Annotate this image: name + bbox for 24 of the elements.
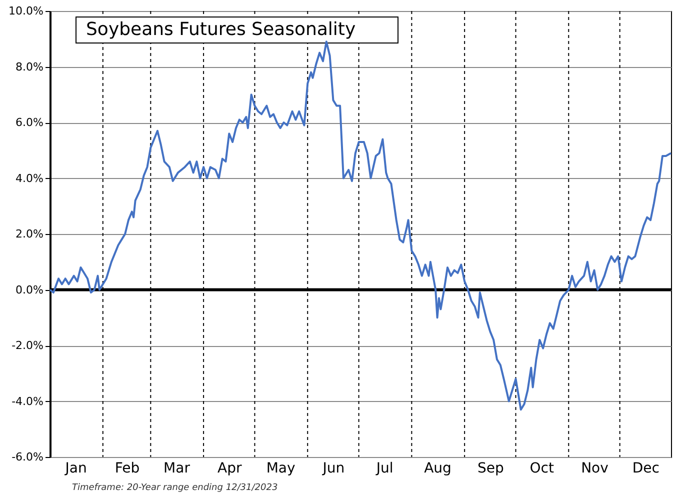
y-tick-label: 8.0% — [16, 60, 44, 74]
x-tick-label: Aug — [424, 460, 452, 476]
line-series — [49, 40, 672, 411]
y-tick-label: -4.0% — [12, 394, 44, 408]
x-tick-label: Feb — [114, 460, 140, 476]
x-tick-label: Oct — [530, 460, 554, 476]
y-tick-label: -6.0% — [12, 450, 44, 464]
x-tick-label: Jan — [64, 460, 87, 476]
x-tick-label: Mar — [164, 460, 190, 476]
y-tick-label: 10.0% — [8, 4, 44, 18]
x-tick-label: May — [266, 460, 296, 476]
y-tick-label: 2.0% — [16, 228, 44, 240]
y-tick-label: 6.0% — [16, 116, 44, 129]
chart-title: Soybeans Futures Seasonality — [86, 19, 356, 40]
x-tick-label: Jun — [322, 460, 345, 476]
y-tick-label: 0.0% — [16, 283, 44, 296]
y-tick-label: -2.0% — [12, 339, 44, 352]
y-tick-label: 4.0% — [16, 172, 44, 185]
x-tick-label: Apr — [218, 460, 242, 476]
x-tick-label: Jul — [375, 460, 394, 476]
text: Timeframe: 20-Year range ending 12/31/2023 — [72, 483, 278, 493]
x-tick-label: Sep — [477, 460, 504, 476]
x-tick-label: Dec — [632, 460, 660, 476]
x-tick-label: Nov — [581, 460, 608, 476]
